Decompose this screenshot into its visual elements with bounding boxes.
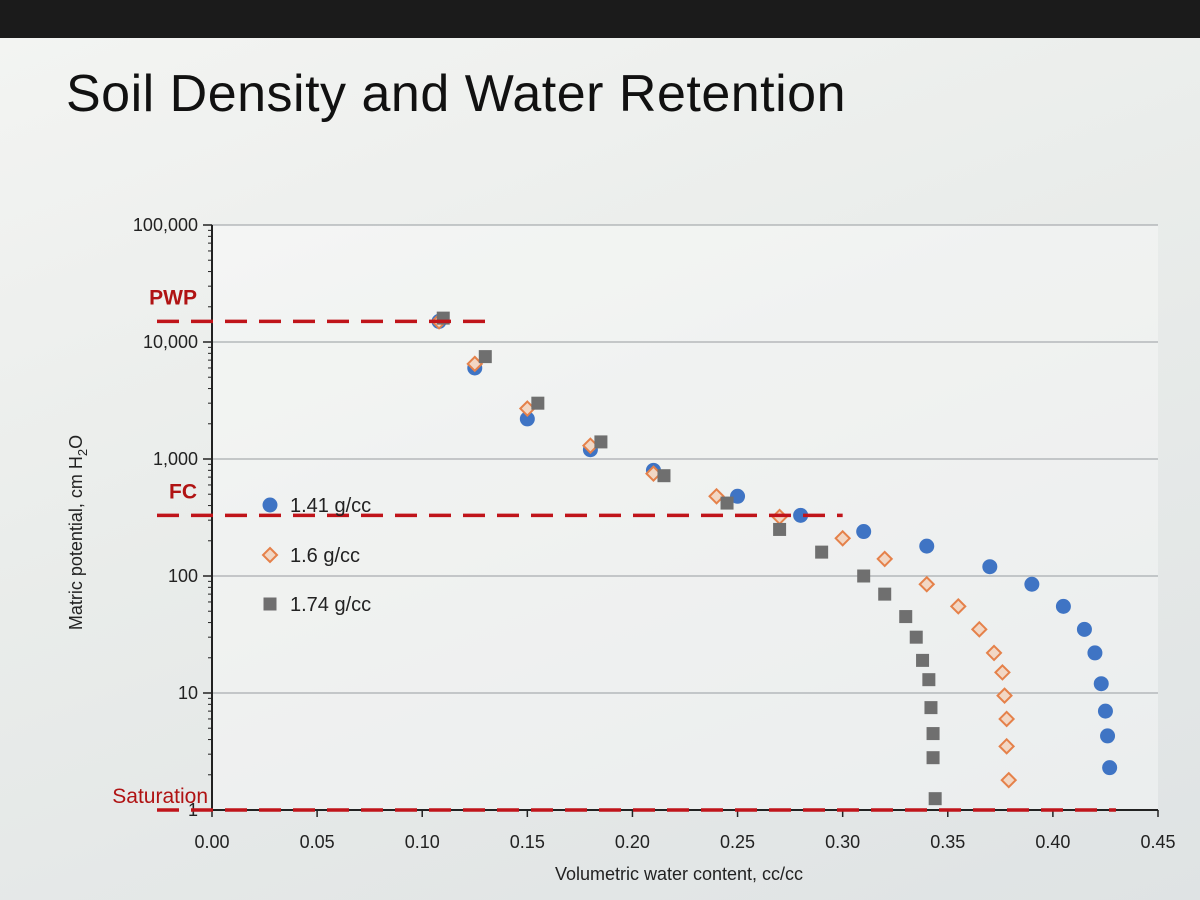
data-point <box>856 524 872 540</box>
y-tick-label: 1,000 <box>153 449 198 469</box>
y-axis-title-main: Matric potential, cm H <box>66 456 86 630</box>
data-point <box>1102 760 1118 776</box>
x-tick-label: 0.25 <box>720 832 755 852</box>
data-point <box>996 687 1013 705</box>
data-point <box>1093 676 1109 692</box>
data-point <box>922 673 936 687</box>
slide-title: Soil Density and Water Retention <box>66 65 847 123</box>
y-axis-title: Matric potential, cm H2O <box>66 435 90 630</box>
slide: Soil Density and Water Retention <box>0 38 1200 900</box>
gridlines <box>212 224 1158 694</box>
legend-label: 1.41 g/cc <box>290 495 371 517</box>
data-point <box>519 411 535 427</box>
data-point <box>1055 598 1071 614</box>
x-tick-label: 0.10 <box>405 832 440 852</box>
data-point <box>928 792 942 806</box>
x-tick-label: 0.30 <box>825 832 860 852</box>
reference-line-label: PWP <box>149 286 197 309</box>
data-point <box>998 710 1016 728</box>
plot-background <box>212 225 1158 810</box>
data-point <box>878 587 892 601</box>
data-point <box>876 550 894 568</box>
data-point <box>657 469 671 483</box>
data-point <box>926 727 940 741</box>
data-point <box>970 620 988 638</box>
data-point <box>594 435 608 449</box>
data-point <box>982 559 998 575</box>
data-point <box>531 396 545 410</box>
x-tick-label: 0.40 <box>1035 832 1070 852</box>
data-point <box>1097 703 1113 719</box>
data-point <box>1000 771 1018 789</box>
x-tick-label: 0.00 <box>194 832 229 852</box>
data-point <box>730 488 746 504</box>
data-point <box>918 575 936 593</box>
plot-area <box>212 225 1158 810</box>
y-tick-label: 10 <box>178 683 198 703</box>
reference-line-label: Saturation <box>112 785 208 808</box>
data-point <box>994 663 1011 681</box>
data-point <box>773 522 787 536</box>
tick-labels: 1101001,00010,000100,0000.000.050.100.15… <box>133 215 1176 852</box>
legend-marker <box>261 546 279 564</box>
data-point <box>815 545 829 559</box>
data-point <box>857 569 871 583</box>
data-point <box>909 630 923 644</box>
x-tick-label: 0.45 <box>1140 832 1175 852</box>
data-point <box>985 644 1003 662</box>
legend-label: 1.74 g/cc <box>290 594 371 616</box>
data-point <box>899 610 913 624</box>
data-point <box>1024 576 1040 592</box>
x-axis-title: Volumetric water content, cc/cc <box>555 864 803 884</box>
data-point <box>1100 728 1116 744</box>
data-point <box>834 529 852 547</box>
data-point <box>1087 645 1103 661</box>
data-point <box>949 597 967 615</box>
x-tick-label: 0.15 <box>510 832 545 852</box>
data-point <box>708 487 725 505</box>
legend-marker <box>263 597 277 611</box>
data-point <box>720 496 734 510</box>
x-tick-label: 0.35 <box>930 832 965 852</box>
data-point <box>926 751 940 765</box>
data-point <box>1076 621 1092 637</box>
legend-label: 1.6 g/cc <box>290 545 360 567</box>
legend: 1.41 g/cc 1.6 g/cc 1.74 g/cc <box>261 495 371 616</box>
x-tick-label: 0.05 <box>300 832 335 852</box>
data-point <box>916 653 930 667</box>
data-point <box>478 350 492 364</box>
y-tick-label: 100 <box>168 566 198 586</box>
data-series <box>430 311 1118 806</box>
reference-line-label: FC <box>169 480 197 503</box>
data-point <box>998 737 1016 755</box>
axis-titles: Volumetric water content, cc/cc Matric po… <box>66 435 803 884</box>
y-tick-label: 100,000 <box>133 215 198 235</box>
reference-lines: PWP FC Saturation <box>112 286 1116 812</box>
y-tick-label: 10,000 <box>143 332 198 352</box>
data-point <box>924 701 938 715</box>
legend-marker <box>262 497 278 513</box>
y-axis-title-end: O <box>66 435 86 449</box>
data-point <box>793 507 809 523</box>
x-tick-label: 0.20 <box>615 832 650 852</box>
y-axis-title-subscript: 2 <box>75 449 90 456</box>
data-point <box>919 538 935 554</box>
